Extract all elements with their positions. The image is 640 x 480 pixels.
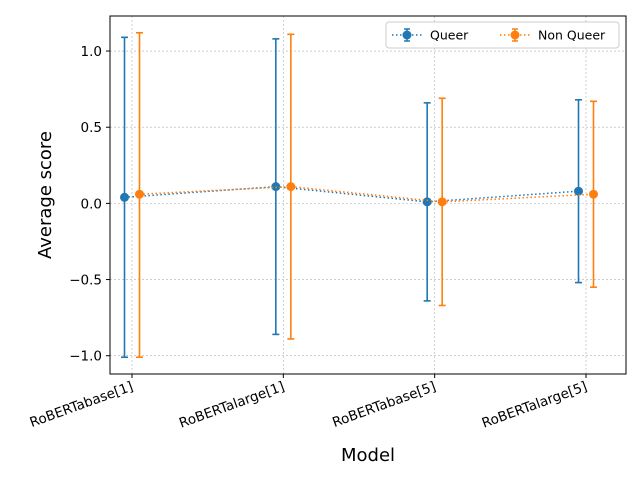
- legend-box: [385, 21, 620, 49]
- series-line: [139, 185, 594, 203]
- data-point: [286, 182, 296, 192]
- x-axis-title: Model: [341, 445, 395, 466]
- legend-label: Queer: [430, 28, 469, 43]
- legend-marker: [402, 30, 412, 40]
- x-tick-label: RoBERTalarge[5]: [480, 379, 590, 432]
- data-point: [574, 186, 583, 196]
- legend-marker: [510, 30, 520, 40]
- legend-label: Non Queer: [538, 28, 606, 43]
- y-tick-label: 0.0: [81, 196, 102, 212]
- legend-entry: Queer: [392, 28, 469, 43]
- data-point: [589, 189, 598, 199]
- legend: Queer Non Queer: [385, 21, 620, 49]
- x-tick-label: RoBERTalarge[1]: [177, 379, 287, 432]
- y-tick-label: 0.5: [81, 120, 102, 136]
- data-point: [135, 189, 144, 199]
- series-0: [120, 36, 583, 359]
- legend-entry: Non Queer: [500, 28, 606, 43]
- data-point: [120, 192, 129, 202]
- data-point: [422, 197, 432, 207]
- y-tick-label: −1.0: [69, 349, 102, 365]
- series-1: [135, 31, 598, 359]
- grid-lines: [110, 16, 626, 374]
- series-line: [124, 185, 579, 203]
- data-point: [437, 197, 447, 207]
- y-tick-label: −0.5: [69, 273, 102, 289]
- x-tick-label: RoBERTabase[5]: [330, 379, 438, 431]
- y-axis-title: Average score: [35, 131, 56, 259]
- data-point: [271, 182, 281, 192]
- y-tick-label: 1.0: [81, 44, 102, 60]
- x-tick-label: RoBERTabase[1]: [28, 379, 136, 431]
- series-layer: [120, 31, 598, 359]
- plot-frame: [109, 15, 627, 375]
